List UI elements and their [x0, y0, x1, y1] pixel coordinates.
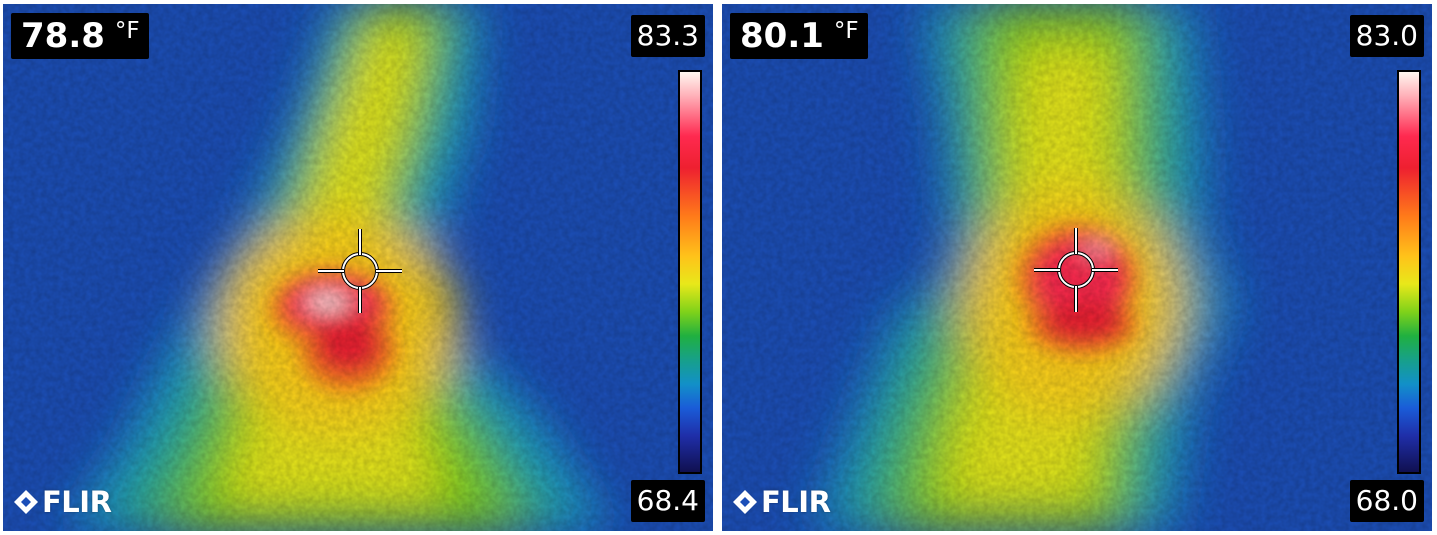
flir-diamond-icon [733, 490, 757, 514]
temperature-unit: °F [833, 18, 859, 44]
flir-logo-text: FLIR [42, 485, 112, 519]
thermal-image-left: 78.8 °F 83.3 68.4 FLIR [3, 4, 713, 531]
thermal-image-right: 80.1 °F 83.0 68.0 FLIR [722, 4, 1432, 531]
temperature-color-scale [678, 70, 702, 474]
spot-meter-crosshair-icon [1034, 228, 1118, 312]
flir-logo: FLIR [13, 485, 112, 519]
temperature-unit: °F [114, 18, 140, 44]
flir-logo-text: FLIR [761, 485, 831, 519]
flir-logo: FLIR [732, 485, 831, 519]
scale-max-value: 83.3 [630, 15, 705, 57]
temperature-color-scale [1397, 70, 1421, 474]
thermal-heatmap-right [722, 4, 1432, 531]
flir-diamond-icon [14, 490, 38, 514]
spot-temperature-value: 80.1 [740, 16, 824, 56]
scale-min-value: 68.4 [630, 480, 705, 522]
scale-min-value: 68.0 [1349, 480, 1424, 522]
spot-temperature-readout: 78.8 °F [11, 13, 149, 59]
spot-meter-crosshair-icon [318, 229, 402, 313]
scale-max-value: 83.0 [1349, 15, 1424, 57]
spot-temperature-value: 78.8 [21, 16, 105, 56]
spot-temperature-readout: 80.1 °F [730, 13, 868, 59]
